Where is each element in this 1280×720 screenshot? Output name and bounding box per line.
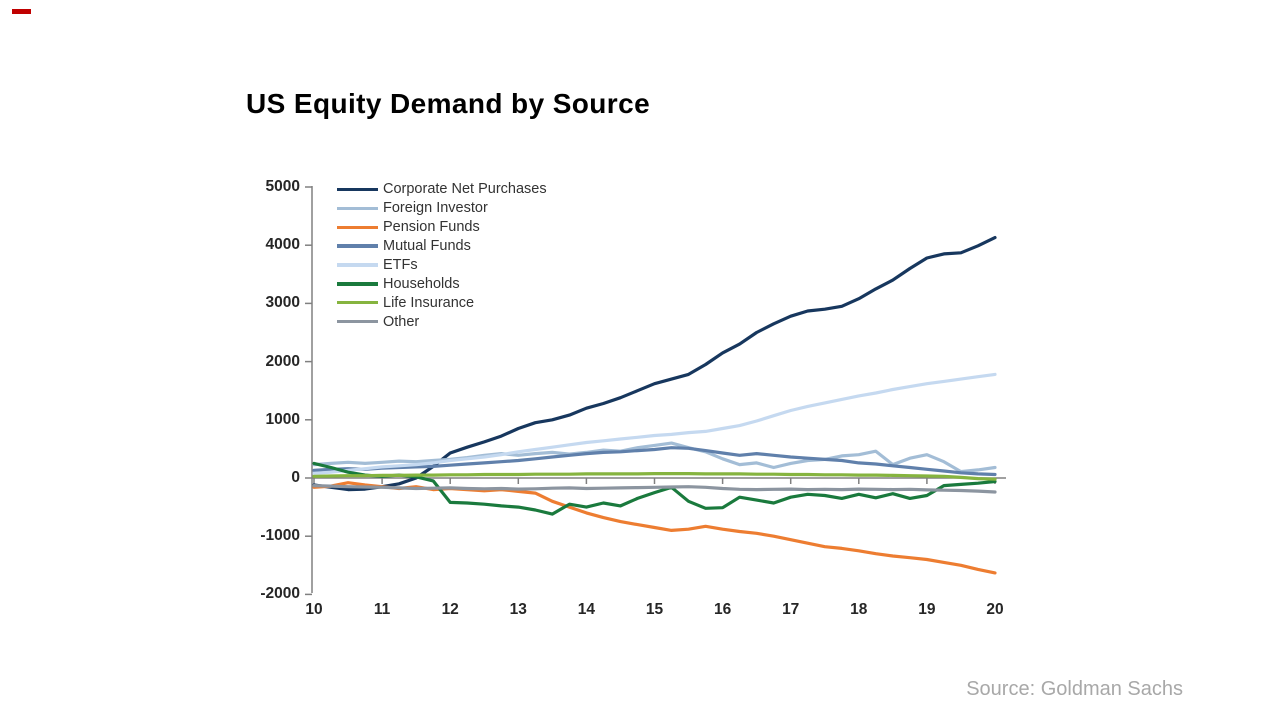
legend-label: Life Insurance: [383, 294, 475, 311]
red-marker: [12, 9, 31, 14]
y-tick-label: 3000: [265, 294, 300, 312]
legend-item-other: Other: [337, 312, 547, 331]
legend-label: Households: [383, 275, 460, 292]
x-tick-label: 11: [373, 601, 391, 618]
x-tick-label: 15: [645, 601, 664, 618]
x-tick-label: 10: [305, 601, 323, 618]
y-tick-label: 0: [291, 469, 300, 486]
x-tick-label: 16: [713, 601, 732, 618]
legend-label: Foreign Investor: [383, 200, 488, 217]
series-line-foreign-investor: [312, 441, 997, 474]
legend-swatch-etfs: [337, 263, 378, 267]
series-line-etfs: [312, 372, 997, 475]
x-tick-label: 13: [509, 601, 527, 618]
legend-swatch-corporate-net-purchases: [337, 187, 378, 192]
series-line-other: [312, 484, 997, 494]
legend-item-life-insurance: Life Insurance: [337, 293, 547, 312]
legend-label: Mutual Funds: [383, 238, 471, 255]
series-line-corporate-net-purchases: [312, 236, 997, 492]
legend-swatch-mutual-funds: [337, 244, 378, 248]
x-tick-label: 20: [986, 601, 1004, 618]
legend-label: Other: [383, 313, 420, 330]
page-title: US Equity Demand by Source: [246, 88, 651, 119]
legend-swatch-other: [337, 319, 378, 324]
y-tick-label: -1000: [260, 527, 300, 545]
legend-swatch-pension-funds: [337, 225, 378, 229]
x-tick-label: 19: [918, 601, 936, 618]
x-tick-label: 14: [577, 601, 596, 618]
x-tick-label: 18: [850, 601, 868, 618]
series-line-pension-funds: [312, 481, 997, 575]
y-tick-label: -2000: [260, 585, 300, 603]
source-credit: Source: Goldman Sachs: [966, 678, 1183, 700]
legend-swatch-life-insurance: [337, 301, 378, 305]
legend-item-corporate-net-purchases: Corporate Net Purchases: [337, 180, 547, 199]
y-tick-label: 5000: [265, 178, 300, 195]
legend-item-mutual-funds: Mutual Funds: [337, 237, 547, 256]
legend-swatch-households: [337, 282, 378, 286]
chart-legend: Corporate Net Purchases Foreign Investor P…: [337, 180, 547, 331]
series-line-mutual-funds: [312, 446, 997, 477]
x-tick-label: 12: [441, 601, 459, 618]
legend-label: ETFs: [383, 257, 418, 273]
legend-item-pension-funds: Pension Funds: [337, 218, 547, 237]
legend-item-households: Households: [337, 274, 547, 293]
y-tick-label: 1000: [265, 410, 300, 428]
x-tick-label: 17: [782, 601, 800, 618]
legend-label: Corporate Net Purchases: [383, 181, 547, 198]
legend-label: Pension Funds: [383, 219, 480, 236]
y-tick-label: 2000: [265, 352, 300, 370]
legend-item-foreign-investor: Foreign Investor: [337, 199, 547, 218]
y-tick-label: 4000: [265, 236, 300, 254]
legend-swatch-foreign-investor: [337, 206, 378, 211]
series-line-households: [312, 461, 997, 516]
series-line-life-insurance: [312, 472, 997, 481]
legend-item-etfs: ETFs: [337, 256, 547, 275]
